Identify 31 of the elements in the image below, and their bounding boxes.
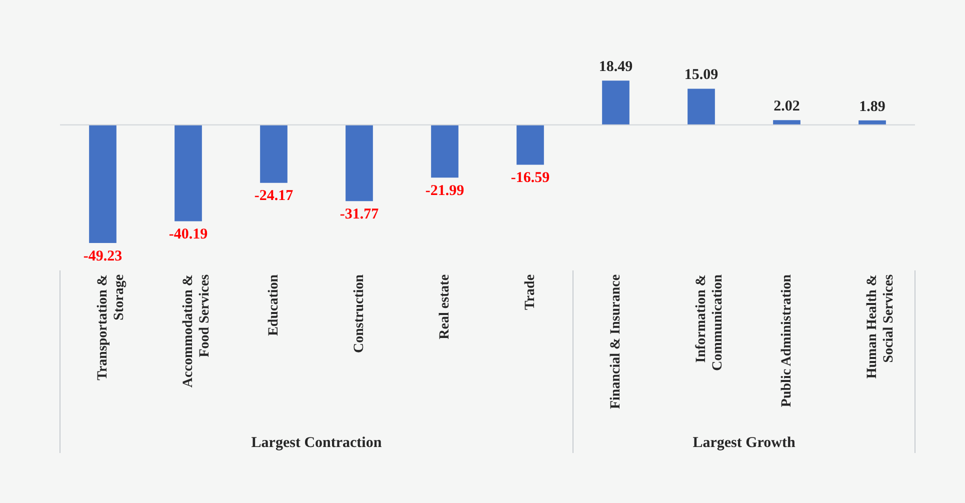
x-tick-label: Construction (352, 274, 367, 353)
x-tick-label: Accommodation & Food Services (180, 274, 213, 388)
bar (89, 124, 116, 243)
bar (516, 124, 544, 165)
bar (260, 124, 288, 183)
data-label: -21.99 (425, 183, 464, 200)
bar (174, 124, 202, 222)
x-tick-label: Real estate (437, 274, 452, 340)
x-tick-label: Public Administration (779, 274, 794, 408)
data-label: -40.19 (168, 226, 208, 243)
data-label: -24.17 (254, 188, 294, 204)
data-label: 15.09 (684, 67, 718, 84)
x-tick-label: Trade (522, 274, 538, 310)
data-label: 1.89 (859, 98, 886, 115)
data-label: 2.02 (774, 98, 800, 114)
x-tick-label: Education (266, 274, 282, 336)
text: Largest Growth (692, 434, 796, 451)
bar (431, 124, 458, 178)
x-tick-label: Transportation & Storage (95, 274, 128, 380)
data-label: -31.77 (340, 206, 380, 222)
bar (688, 88, 715, 125)
bar (346, 124, 373, 202)
x-tick-label: Financial & Insurance (608, 274, 624, 410)
bar (773, 120, 800, 125)
data-label: -16.59 (510, 170, 550, 186)
x-tick-label: Information & Communication (694, 274, 726, 371)
data-label: 18.49 (598, 58, 633, 75)
text: Largest Contraction (251, 434, 382, 451)
x-tick-label: Human Health & Social Services (864, 274, 897, 379)
data-label: -49.23 (83, 248, 122, 264)
bar (602, 80, 630, 125)
